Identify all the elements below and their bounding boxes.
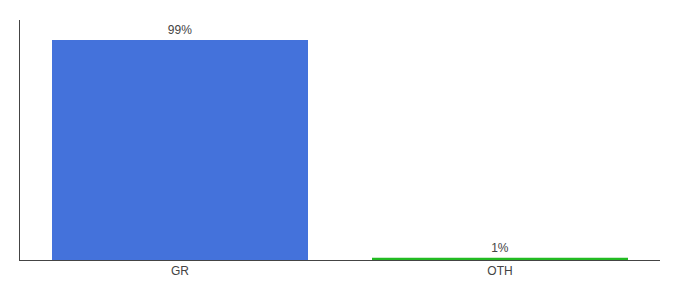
svg-text:GR: GR bbox=[171, 264, 189, 278]
svg-text:99%: 99% bbox=[168, 23, 192, 37]
svg-text:OTH: OTH bbox=[487, 264, 512, 278]
svg-text:1%: 1% bbox=[491, 241, 509, 255]
